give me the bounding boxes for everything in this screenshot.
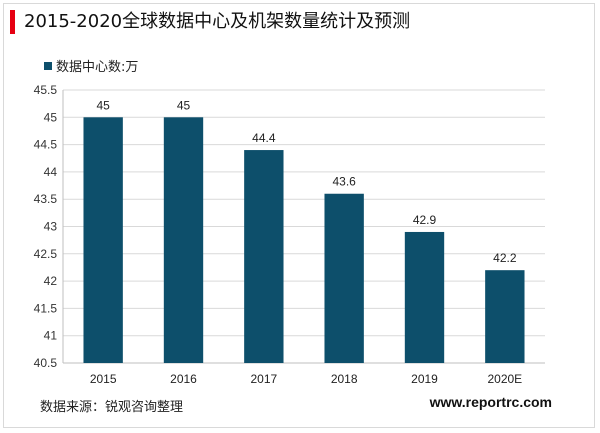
data-label: 45 [96,98,110,112]
legend: 数据中心数:万 [44,56,138,75]
y-tick-label: 41.5 [34,301,58,315]
y-tick-label: 44.5 [34,138,58,152]
axes: 40.5 41 41.5 42 42.5 43 43.5 44 44.5 45 45.5 2015 20… [34,83,545,386]
data-label: 43.6 [332,175,356,189]
legend-label: 数据中心数:万 [56,60,139,75]
y-tick-label: 42 [44,274,58,288]
chart-title: 2015-2020全球数据中心及机架数量统计及预测 [24,11,411,32]
bar-2018 [324,193,364,363]
bar-2020E [485,270,525,363]
data-label: 44.4 [252,131,276,145]
y-tick-label: 43 [44,220,58,234]
y-tick-label: 44 [44,165,58,179]
x-tick-label: 2017 [250,372,277,386]
y-tick-label: 45.5 [34,83,58,97]
grid [63,89,545,364]
y-tick-label: 42.5 [34,247,58,261]
y-tick-label: 40.5 [34,356,58,370]
bars [83,117,525,363]
data-source: 数据来源：锐观咨询整理 [40,400,184,415]
bar-2017 [244,150,284,363]
website-url: www.reportrc.com [429,394,552,410]
data-label: 42.9 [413,213,437,227]
x-tick-label: 2019 [411,372,438,386]
bar-2015 [83,117,123,363]
data-label: 45 [177,98,191,112]
x-tick-label: 2018 [331,372,358,386]
data-label: 42.2 [493,251,517,265]
title-accent-bar [10,10,15,34]
bar-2016 [163,117,204,363]
legend-swatch [44,61,52,70]
y-tick-label: 43.5 [34,192,58,206]
x-tick-label: 2015 [90,372,117,386]
data-labels: 45 45 44.4 43.6 42.9 42.2 [96,98,516,265]
x-tick-label: 2020E [487,372,522,386]
bar-2019 [404,231,445,363]
y-tick-label: 41 [44,329,58,343]
x-tick-label: 2016 [170,372,197,386]
y-tick-label: 45 [44,110,58,124]
